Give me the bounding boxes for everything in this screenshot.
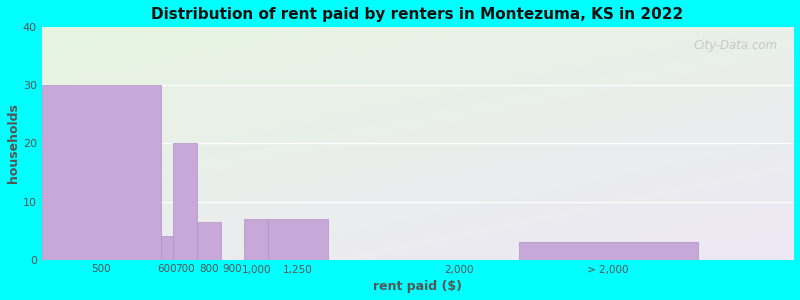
Bar	[42, 85, 161, 260]
Bar	[268, 219, 328, 260]
Bar	[161, 236, 173, 260]
X-axis label: rent paid ($): rent paid ($)	[373, 280, 462, 293]
Bar	[197, 222, 221, 260]
Bar	[173, 143, 197, 260]
Bar	[518, 242, 698, 260]
Bar	[245, 219, 268, 260]
Y-axis label: households: households	[7, 103, 20, 183]
Text: City-Data.com: City-Data.com	[694, 39, 778, 52]
Title: Distribution of rent paid by renters in Montezuma, KS in 2022: Distribution of rent paid by renters in …	[151, 7, 683, 22]
